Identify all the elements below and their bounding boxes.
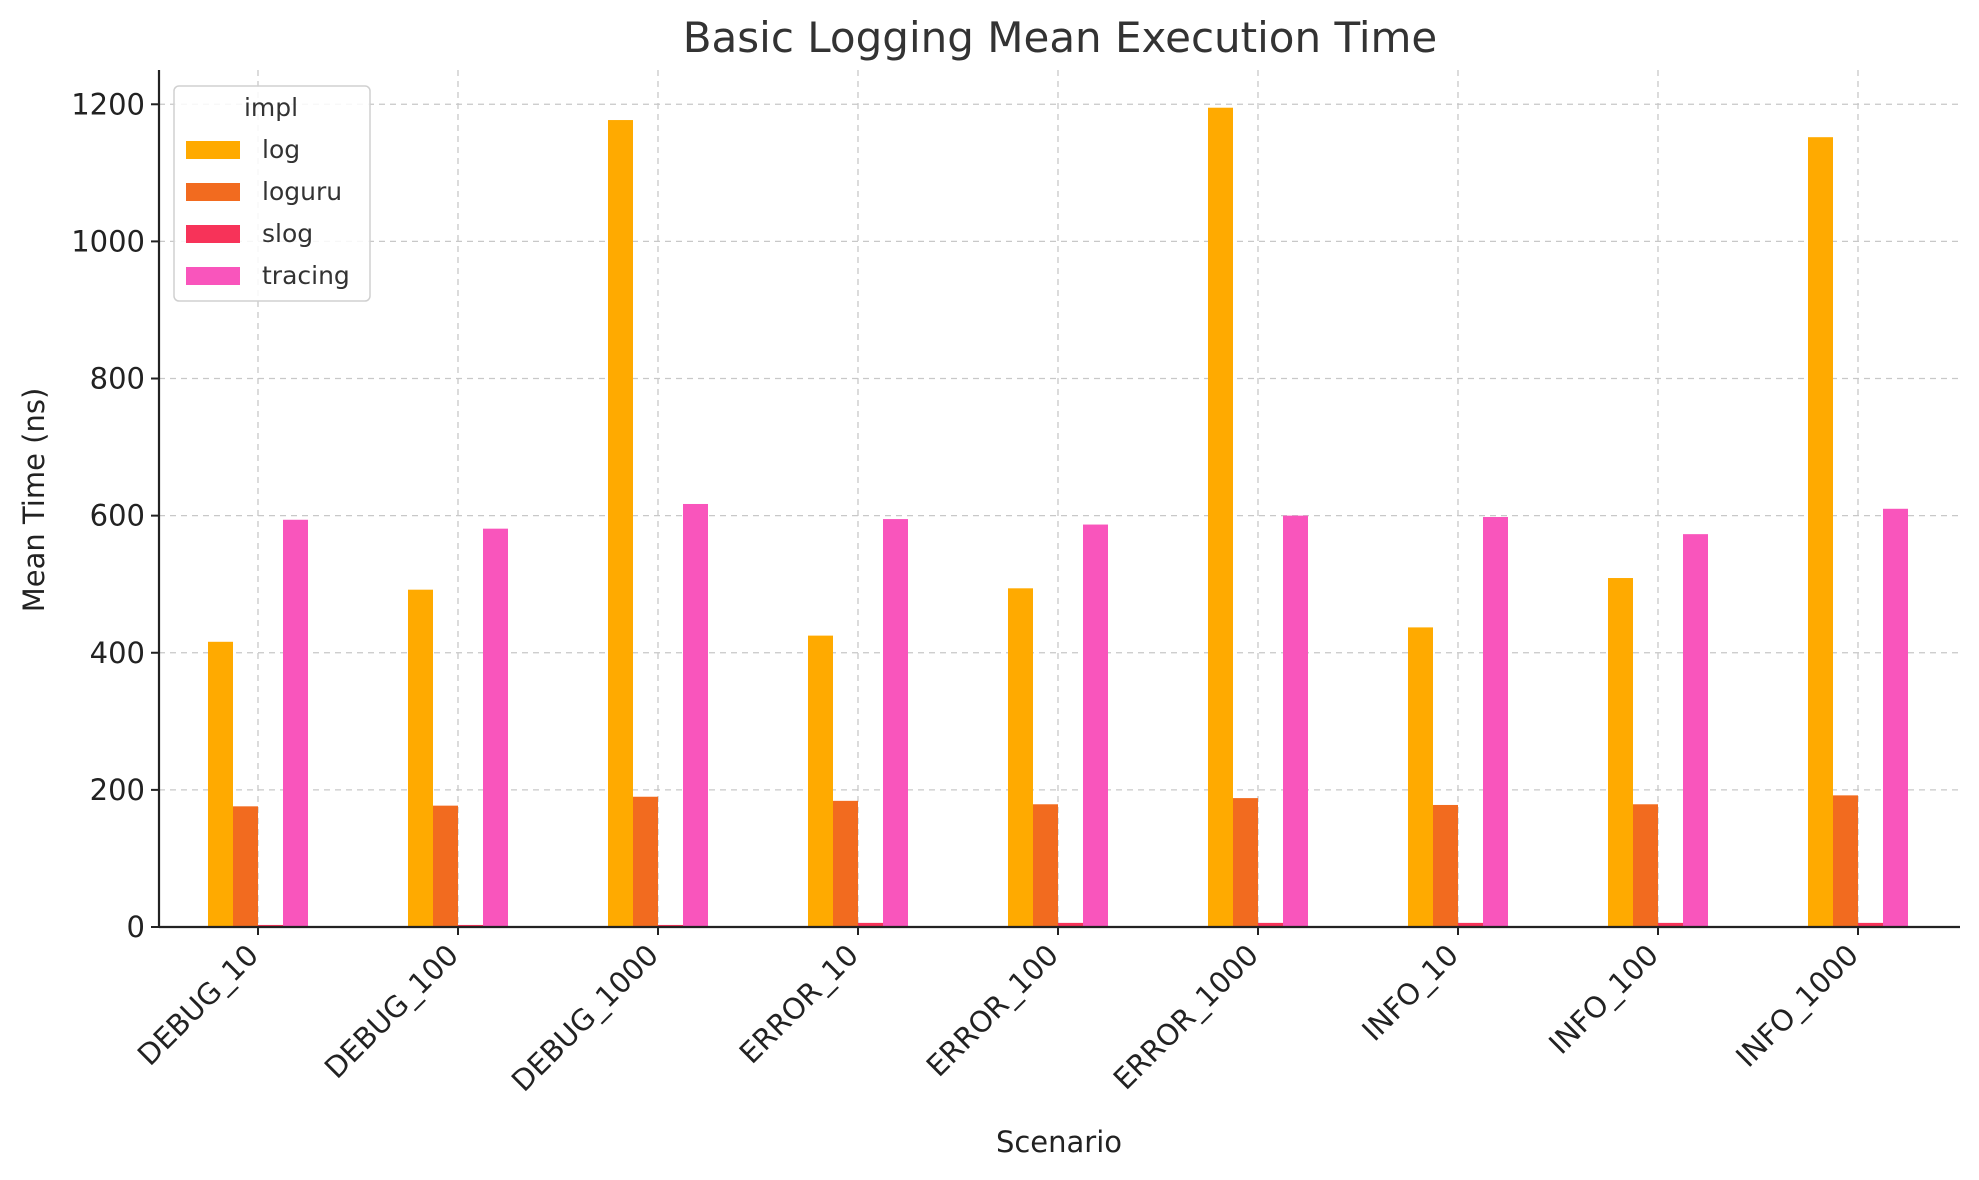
legend-label-slog: slog	[262, 219, 313, 248]
legend-label-tracing: tracing	[262, 261, 350, 290]
y-axis-label: Mean Time (ns)	[17, 388, 51, 613]
x-tick-label: INFO_1000	[1729, 938, 1865, 1074]
chart-title: Basic Logging Mean Execution Time	[683, 13, 1438, 62]
bar-log	[808, 635, 833, 927]
bar-log	[608, 120, 633, 927]
bar-slog	[1458, 922, 1483, 927]
bar-loguru	[1033, 804, 1058, 927]
y-tick-label: 1000	[71, 224, 145, 258]
bars	[208, 107, 1908, 928]
bar-tracing	[1483, 517, 1508, 927]
legend-swatch-tracing	[186, 267, 240, 285]
legend-label-loguru: loguru	[262, 177, 342, 206]
bar-tracing	[1683, 534, 1708, 927]
bar-tracing	[283, 519, 308, 927]
axes	[151, 70, 1960, 935]
x-tick-label: ERROR_1000	[1107, 938, 1265, 1096]
y-tick-label: 0	[127, 910, 145, 944]
legend: impl log loguru slog tracing	[173, 85, 371, 302]
bar-log	[1208, 107, 1233, 927]
bar-slog	[858, 922, 883, 927]
legend-swatch-loguru	[186, 183, 240, 201]
bar-log	[1608, 578, 1633, 927]
bar-log	[408, 589, 433, 927]
legend-title: impl	[244, 93, 298, 122]
x-tick-label: ERROR_100	[920, 938, 1065, 1083]
x-tick-label: DEBUG_1000	[505, 938, 665, 1098]
bar-log	[1808, 137, 1833, 928]
bar-loguru	[1633, 804, 1658, 927]
x-tick-label: INFO_100	[1542, 938, 1665, 1061]
bar-slog	[1658, 922, 1683, 927]
x-axis-label: Scenario	[996, 1125, 1122, 1159]
bar-tracing	[1883, 508, 1908, 927]
bar-slog	[1858, 922, 1883, 927]
bar-tracing	[1283, 515, 1308, 927]
bar-slog	[1258, 922, 1283, 927]
x-tick-label: DEBUG_10	[131, 938, 265, 1072]
bar-loguru	[1833, 795, 1858, 927]
bar-tracing	[883, 519, 908, 927]
bar-log	[208, 641, 233, 927]
bar-loguru	[1433, 804, 1458, 927]
bar-tracing	[1083, 524, 1108, 927]
x-tick-label: INFO_10	[1355, 938, 1465, 1048]
bar-loguru	[1233, 798, 1258, 927]
y-tick-label: 600	[90, 499, 145, 533]
bar-loguru	[633, 796, 658, 927]
bar-tracing	[683, 503, 708, 927]
y-tick-label: 1200	[71, 87, 145, 121]
bar-log	[1408, 627, 1433, 927]
legend-swatch-slog	[186, 225, 240, 243]
x-tick-label: DEBUG_100	[318, 938, 465, 1085]
legend-label-log: log	[262, 135, 300, 164]
x-tick-label: ERROR_10	[733, 938, 865, 1070]
y-tick-label: 200	[90, 773, 145, 807]
bar-loguru	[433, 805, 458, 927]
bar-log	[1008, 588, 1033, 927]
bar-tracing	[483, 528, 508, 927]
y-tick-label: 800	[90, 362, 145, 396]
legend-swatch-log	[186, 141, 240, 159]
grid-lines	[159, 70, 1960, 928]
bar-slog	[1058, 922, 1083, 927]
bar-loguru	[233, 806, 258, 927]
y-tick-label: 400	[90, 636, 145, 670]
bar-loguru	[833, 800, 858, 927]
legend-box	[173, 85, 371, 302]
